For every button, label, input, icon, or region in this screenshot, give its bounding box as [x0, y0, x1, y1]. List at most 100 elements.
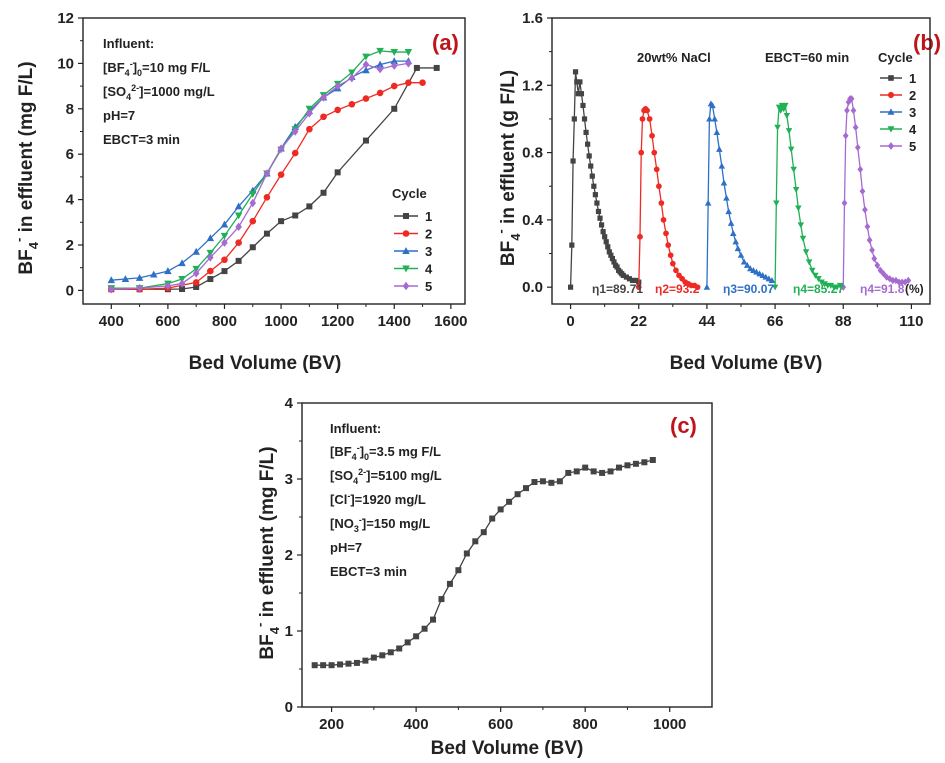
- legend-label: 2: [909, 88, 916, 103]
- legend-label: 5: [909, 139, 916, 154]
- series-line-3: [111, 60, 409, 281]
- y-tick-label: 3: [285, 471, 293, 488]
- data-point: [626, 276, 633, 282]
- panel-b-ylabel-text: BF4- in effluent (g F/L): [493, 70, 523, 266]
- data-point: [472, 538, 479, 545]
- y-tick-label: 0.4: [522, 212, 544, 229]
- data-point: [376, 60, 384, 68]
- data-point: [320, 662, 327, 669]
- data-point: [880, 270, 887, 278]
- data-point: [608, 252, 614, 258]
- data-point: [716, 145, 723, 152]
- data-point: [531, 479, 538, 486]
- data-point: [149, 270, 158, 278]
- data-point: [391, 105, 398, 112]
- data-point: [571, 116, 577, 122]
- legend-marker: [402, 247, 410, 254]
- legend-label: 2: [425, 227, 432, 242]
- data-point: [164, 267, 172, 275]
- data-point: [774, 124, 781, 131]
- data-point: [405, 79, 412, 86]
- data-point: [871, 254, 878, 263]
- data-point: [345, 660, 352, 667]
- x-tick-label: 1400: [378, 313, 411, 330]
- data-point: [595, 208, 602, 215]
- data-point: [607, 468, 614, 475]
- plot-2: 0 22 44 66 88 110 0.0 0.4 0.8 1.2 1.6: [522, 10, 931, 330]
- data-point: [348, 73, 356, 83]
- data-point: [723, 194, 730, 201]
- x-tick-label: 1600: [434, 313, 467, 330]
- panel-a-info-1: [BF4-]0=10 mg F/L: [103, 59, 210, 78]
- x-tick-label: 400: [99, 313, 124, 330]
- data-point: [633, 277, 639, 284]
- data-point: [624, 462, 631, 469]
- panel-b-label: (b): [913, 30, 941, 55]
- data-point: [107, 285, 115, 294]
- data-point: [404, 49, 413, 56]
- data-point: [206, 234, 215, 242]
- data-point: [334, 106, 341, 114]
- data-point: [235, 239, 242, 247]
- panel-c-info-3: [Cl-]=1920 mg/L: [330, 491, 426, 507]
- x-tick-label: 400: [404, 716, 429, 733]
- panel-a-label: (a): [432, 30, 459, 55]
- data-point: [623, 274, 629, 280]
- data-point: [727, 219, 735, 226]
- panel-b-annotation-nacl: 20wt% NaCl: [637, 50, 711, 65]
- data-point: [506, 498, 513, 505]
- data-point: [782, 102, 789, 109]
- data-point: [611, 259, 617, 265]
- legend-label: 3: [425, 244, 432, 259]
- data-point: [221, 238, 228, 247]
- data-point: [629, 277, 636, 284]
- panel-a-info-3: pH=7: [103, 108, 135, 123]
- data-point: [249, 244, 256, 251]
- data-point: [413, 64, 420, 71]
- data-point: [632, 460, 639, 467]
- data-point: [572, 69, 579, 75]
- legend-label: 4: [909, 122, 917, 137]
- panel-c: (c) Bed Volume (BV) BF4- in effluent (mg…: [252, 413, 697, 759]
- data-point: [649, 132, 655, 139]
- data-point: [362, 66, 370, 74]
- data-point: [580, 102, 586, 109]
- data-point: [376, 64, 384, 74]
- data-point: [802, 249, 810, 256]
- legend-marker: [887, 91, 895, 99]
- data-point: [379, 652, 386, 659]
- efficiency-label: η2=93.2: [655, 282, 700, 296]
- data-point: [694, 284, 701, 291]
- data-point: [730, 229, 737, 236]
- data-point: [489, 515, 496, 522]
- y-tick-label: 0: [285, 699, 293, 716]
- data-point: [337, 661, 344, 668]
- data-point: [864, 222, 871, 231]
- data-point: [235, 222, 242, 232]
- panel-c-info-5: pH=7: [330, 540, 362, 555]
- data-point: [291, 127, 299, 136]
- plot-frame: [82, 17, 466, 305]
- data-point: [121, 275, 130, 283]
- data-point: [905, 276, 912, 285]
- data-point: [320, 189, 327, 196]
- data-point: [809, 267, 816, 274]
- data-point: [799, 235, 807, 242]
- x-tick-label: 0: [566, 313, 574, 330]
- data-point: [455, 567, 462, 574]
- data-point: [565, 469, 572, 476]
- panel-b: (b) Bed Volume (BV) BF4- in effluent (g …: [493, 30, 941, 374]
- data-point: [869, 246, 875, 254]
- panel-b-ylabel: BF4- in effluent (g F/L): [493, 70, 523, 266]
- data-point: [348, 100, 356, 108]
- panel-a-info: Influent: [BF4-]0=10 mg F/L [SO42-]=1000…: [103, 36, 215, 147]
- series-line-2: [111, 82, 423, 290]
- data-point: [797, 222, 805, 229]
- series-line-main: [314, 459, 653, 666]
- data-point: [164, 281, 172, 291]
- panel-a-xlabel: Bed Volume (BV): [189, 353, 342, 374]
- panel-c-ylabel-text: BF4- in effluent (mg F/L): [252, 446, 282, 659]
- data-point: [249, 190, 257, 198]
- data-point: [653, 166, 660, 173]
- panel-b-legend-title: Cycle: [878, 50, 913, 65]
